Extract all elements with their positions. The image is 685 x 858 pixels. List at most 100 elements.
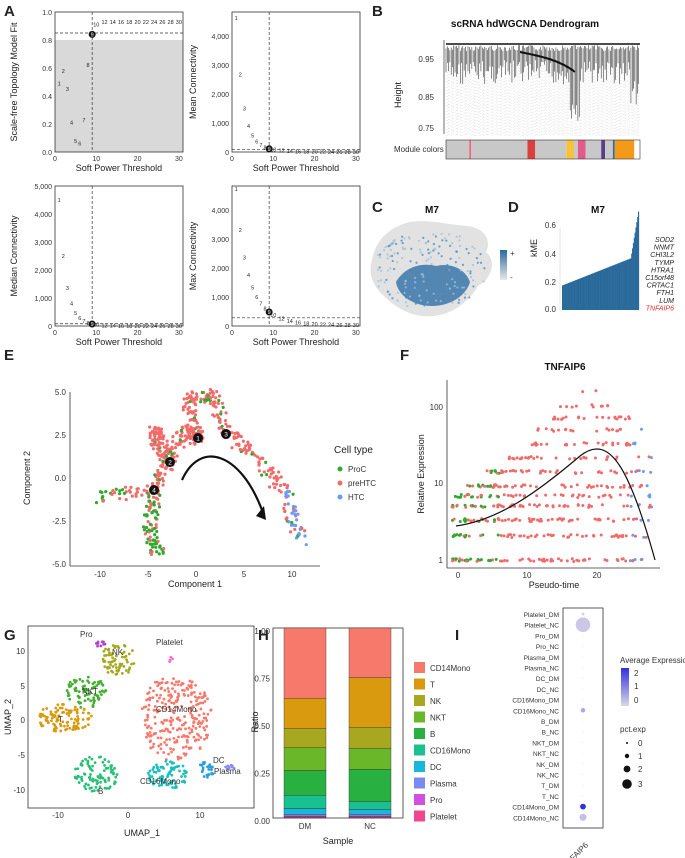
umap-cell [463,296,467,299]
dotplot-dot [575,617,591,632]
umap-cell [432,233,435,236]
umap-cell [160,781,164,784]
trajectory-cell [174,431,179,435]
xtick: 10 [92,330,100,337]
trajectory-cell [153,516,158,520]
power-point: 20 [135,20,141,26]
umap-cell [170,761,174,765]
trajectory-cell [264,460,268,464]
pseudotime-cell [576,517,580,521]
umap-cell [97,698,101,701]
xtick: 30 [352,330,360,337]
ratio-legend-swatch [414,695,425,706]
umap-cell [196,696,200,700]
umap-cell [230,765,234,769]
umap-cell [130,649,134,652]
power-point: 28 [345,150,351,156]
power-point: 16 [118,324,124,330]
pseudotime-cell [492,485,496,489]
trajectory-ytick: 0.0 [55,474,67,483]
dotplot-dot [580,803,586,810]
ratio-legend-swatch [414,662,425,673]
umap-cell [108,651,111,655]
selected-power-marker [88,320,96,328]
umap-cell [444,298,447,301]
dotplot-dot [582,656,584,658]
power-point: 3 [243,106,246,112]
umap-cell [449,244,452,247]
umap-cell [112,659,116,663]
pseudotime-cell [548,470,552,474]
umap-cell [171,657,174,661]
trajectory-cell [159,432,163,436]
trajectory-cell [186,423,190,427]
umap-cell [205,736,209,740]
trajectory-cell [170,452,174,456]
umap-cell [206,775,209,779]
umap-cell [185,738,189,742]
umap-cell [118,665,122,668]
trajectory-cell [291,492,295,496]
power-point: 3 [66,87,69,93]
umap-cell [127,670,130,674]
ytick: 0 [225,324,229,331]
pseudotime-cell [468,484,472,488]
umap-cell [166,728,169,731]
umap-cell [107,660,111,664]
pseudotime-cell [560,483,564,487]
trajectory-cell [162,445,166,449]
umap-cell [168,772,171,776]
pct-exp-tick: 1 [638,752,643,761]
umap-cell [443,237,447,240]
umap-cell [147,724,151,728]
pseudotime-cell [527,469,531,473]
trajectory-cell [172,455,176,459]
umap-cell [177,735,180,739]
trajectory-cell [290,520,294,525]
umap-cell [389,248,392,251]
pseudotime-cell [562,504,566,508]
pct-exp-title: pct.exp [620,725,646,734]
module-color-segment [574,140,578,159]
umap-cell [68,680,72,684]
umap-cell [178,719,182,722]
trajectory-cell [155,550,159,554]
kme-bar [565,284,567,310]
trajectory-cell [157,552,161,556]
trajectory-cell [217,394,222,398]
power-point: 12 [101,20,107,26]
umap-cell [429,303,432,307]
trajectory-cell [166,448,170,452]
umap-cell [166,687,170,690]
xtick: 0 [230,330,234,337]
power-point: 18 [303,321,309,327]
power-point: 7 [259,143,262,149]
umap-cell [180,775,183,778]
ytick: 2,000 [211,92,229,99]
power-point: 6 [78,316,81,322]
umap-cell [156,710,159,714]
trajectory-cell [163,472,167,476]
pseudotime-cell [543,470,547,474]
umap-cell [165,718,168,722]
umap-cell [77,695,81,699]
umap-cell [169,780,172,784]
kme-bar [596,271,598,310]
pseudotime-cell [490,469,494,473]
pseudotime-cell [641,469,645,473]
umap-cell [122,650,126,654]
dotplot-row-label: NK_DM [536,762,559,769]
trajectory-cell [220,401,225,405]
pseudotime-cells [450,389,653,563]
power-point: 24 [328,323,334,329]
umap-cell [174,786,178,789]
pseudotime-cell [574,404,578,408]
umap-cell [92,686,96,689]
umap-cell [434,299,438,302]
pseudotime-cell [569,533,573,537]
umap-cell [445,283,448,286]
umap-cell [102,660,106,664]
umap-cell [422,275,425,278]
umap-cell [451,242,454,245]
pseudotime-cell [622,518,626,522]
